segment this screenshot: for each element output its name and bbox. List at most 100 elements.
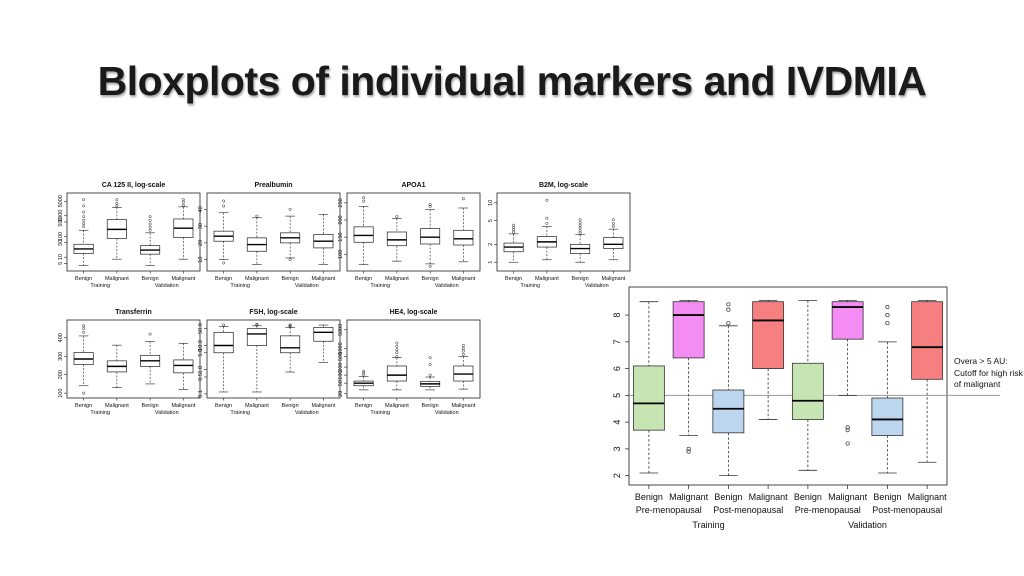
x-tick-label: Benign <box>422 276 439 282</box>
box-b2m-3: Benign <box>570 218 591 282</box>
y-tick-label-ivdmia: 2 <box>612 473 622 478</box>
x-tick-label: Benign <box>75 403 92 409</box>
outlier-point <box>222 261 226 265</box>
x-tick-label: Benign <box>794 492 822 502</box>
outlier-point <box>148 228 152 232</box>
y-tick-label-fsh: 50.0 <box>198 323 204 334</box>
y-tick-label-transferrin: 400 <box>58 333 64 342</box>
outlier-point <box>362 199 366 203</box>
outlier-point <box>82 215 86 219</box>
y-tick-label-fsh: 10.0 <box>198 340 204 351</box>
panel-apoa1: APOA1 100 150 200 250 Benign Malignant Benign Ma… <box>338 182 481 289</box>
box-ivdmia-5: Benign <box>791 299 824 502</box>
x-tick-label: Malignant <box>535 276 559 282</box>
panel-frame-he4 <box>346 319 481 399</box>
box-iqr <box>453 229 474 246</box>
x-tick-label: Malignant <box>311 276 335 282</box>
subgroup-label: Pre-menopausal <box>795 505 861 515</box>
x-tick-label: Benign <box>142 403 159 409</box>
box-ca125-4: Malignant <box>171 198 196 282</box>
box-ca125-2: Malignant <box>105 198 129 282</box>
y-tick-label-he4: 200 <box>338 363 344 372</box>
x-tick-label: Malignant <box>451 403 475 409</box>
outlier-point <box>461 347 465 350</box>
y-tick-label-prealbumin: 30 <box>198 223 204 229</box>
outlier-point <box>395 341 399 345</box>
box-ivdmia-3: Benign <box>712 302 745 502</box>
y-tick-label-fsh: 0.1 <box>198 390 204 398</box>
outlier-point <box>82 327 86 330</box>
outlier-point <box>255 322 259 326</box>
outlier-point <box>885 305 890 310</box>
outlier-point <box>726 302 731 307</box>
outlier-point <box>82 330 86 334</box>
panel-title-b2m: B2M, log-scale <box>539 182 588 189</box>
y-tick-label-fsh: 5.0 <box>198 349 204 357</box>
y-tick-label-he4: 50 <box>338 380 344 386</box>
x-tick-label: Malignant <box>601 276 625 282</box>
y-tick-label-he4: 1000 <box>338 342 344 354</box>
outlier-point <box>578 218 582 222</box>
y-tick-label-ca125: 100 <box>58 232 64 241</box>
outlier-point <box>288 325 292 329</box>
outlier-point <box>428 264 432 268</box>
box-fsh-1: Benign <box>213 323 234 409</box>
y-tick-label-ivdmia: 4 <box>612 420 622 425</box>
outlier-point <box>82 391 86 395</box>
y-tick-label-b2m: 10 <box>488 200 494 206</box>
outlier-point <box>222 323 226 327</box>
box-ivdmia-6: Malignant <box>828 299 868 502</box>
x-tick-label: Malignant <box>385 403 409 409</box>
x-tick-label: Benign <box>635 492 663 502</box>
y-tick-label-prealbumin: 40 <box>198 206 204 212</box>
cohort-label-ivdmia: Validation <box>848 520 887 530</box>
outlier-point <box>148 218 152 222</box>
panel-frame-b2m <box>496 192 631 272</box>
outlier-point <box>611 224 615 228</box>
outlier-point <box>255 214 259 218</box>
y-tick-label-ca125: 500 <box>58 217 64 226</box>
x-tick-label: Benign <box>572 276 589 282</box>
box-iqr <box>386 231 407 247</box>
box-prealbumin-1: Benign <box>213 199 234 282</box>
x-tick-label: Benign <box>142 276 159 282</box>
outlier-point <box>82 222 86 226</box>
y-tick-label-prealbumin: 20 <box>198 240 204 246</box>
y-tick-label-ivdmia: 5 <box>612 393 622 398</box>
outlier-point <box>82 204 86 208</box>
box-transferrin-3: Benign <box>140 332 161 409</box>
cohort-label-transferrin: Training <box>90 410 110 416</box>
outlier-point <box>395 355 399 358</box>
x-tick-label: Malignant <box>669 492 709 502</box>
outlier-point <box>686 449 691 454</box>
box-ivdmia-7: Benign <box>871 305 904 502</box>
outlier-point <box>288 323 292 327</box>
box-b2m-4: Malignant <box>601 218 626 282</box>
box-iqr <box>173 359 194 374</box>
box-prealbumin-2: Malignant <box>245 214 269 282</box>
y-tick-label-b2m: 2 <box>488 243 494 246</box>
box-he4-3: Benign <box>420 356 441 409</box>
outlier-point <box>845 425 850 430</box>
outlier-point <box>845 441 850 446</box>
box-transferrin-2: Malignant <box>105 344 129 409</box>
annotation-line-3: of malignant <box>954 379 1001 389</box>
x-tick-label: Benign <box>355 403 372 409</box>
cohort-label-ca125: Validation <box>155 283 179 289</box>
y-tick-label-apoa1: 200 <box>338 215 344 224</box>
x-tick-label: Benign <box>422 403 439 409</box>
box-iqr <box>791 362 824 420</box>
subgroup-label: Post-menopausal <box>713 505 783 515</box>
box-he4-2: Malignant <box>385 341 409 409</box>
outlier-point <box>82 324 86 328</box>
y-tick-label-apoa1: 250 <box>338 198 344 207</box>
outlier-point <box>726 321 731 326</box>
outlier-point <box>82 198 86 202</box>
y-tick-label-he4: 20 <box>338 391 344 397</box>
outlier-point <box>82 225 86 229</box>
y-tick-label-ca125: 5000 <box>58 195 64 207</box>
cohort-label-prealbumin: Validation <box>295 283 319 289</box>
outlier-point <box>181 198 185 202</box>
box-b2m-1: Benign <box>503 223 524 282</box>
